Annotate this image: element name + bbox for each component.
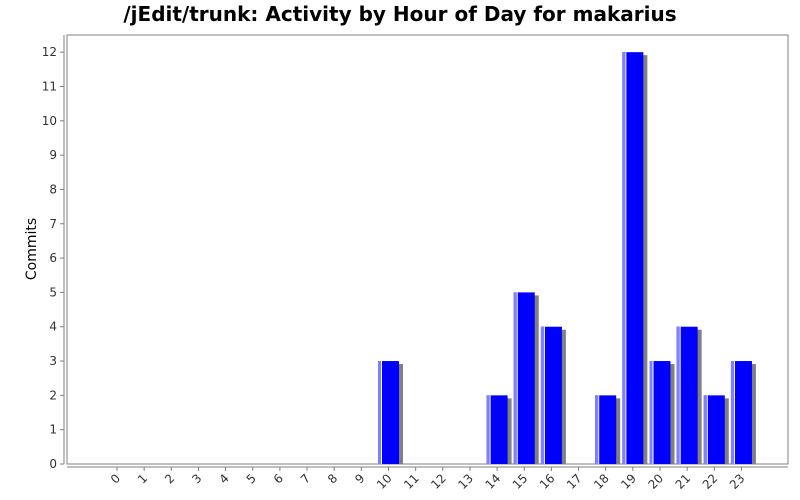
x-tick-label: 3 <box>189 471 204 486</box>
bar-highlight-line <box>679 326 681 464</box>
y-tick-label: 7 <box>49 217 57 231</box>
bar-highlight <box>676 326 680 464</box>
bar-highlight-line <box>598 395 600 464</box>
x-ticks-group: 0 1 2 3 4 5 6 7 8 9 10 11 12 13 14 15 16 17 18 19 20 21 22 23 <box>108 467 748 492</box>
y-tick-label: 12 <box>42 45 57 59</box>
bar <box>676 326 698 464</box>
bar <box>703 395 725 464</box>
bar-highlight <box>730 361 734 464</box>
bar-highlight-line <box>381 361 382 464</box>
bar <box>378 361 399 464</box>
y-tick-label: 2 <box>49 388 57 402</box>
x-tick-label: 14 <box>483 471 504 492</box>
x-tick-label: 17 <box>564 471 585 492</box>
bar <box>622 52 644 464</box>
bar-highlight <box>622 52 626 464</box>
x-tick-label: 12 <box>428 471 449 492</box>
x-tick-label: 0 <box>108 471 123 486</box>
chart-title: /jEdit/trunk: Activity by Hour of Day fo… <box>123 2 677 26</box>
x-tick-label: 1 <box>135 471 150 486</box>
x-tick-label: 13 <box>455 471 476 492</box>
y-tick-label: 6 <box>49 251 57 265</box>
y-tick-label: 10 <box>42 114 57 128</box>
bar <box>540 326 562 464</box>
x-tick-label: 22 <box>700 471 721 492</box>
x-tick-label: 7 <box>298 471 313 486</box>
bars-group <box>378 52 756 464</box>
y-tick-label: 5 <box>49 285 57 299</box>
bar-highlight <box>513 292 517 464</box>
y-tick-label: 4 <box>49 320 57 334</box>
bar-highlight <box>703 395 707 464</box>
y-tick-label: 8 <box>49 182 57 196</box>
y-tick-label: 11 <box>42 79 57 93</box>
x-tick-label: 11 <box>401 471 422 492</box>
x-tick-label: 2 <box>162 471 177 486</box>
bar <box>730 361 752 464</box>
x-tick-label: 21 <box>673 471 694 492</box>
bar <box>595 395 617 464</box>
x-tick-label: 9 <box>352 471 367 486</box>
x-tick-label: 15 <box>510 471 531 492</box>
bar-highlight <box>378 361 381 464</box>
bar-highlight <box>540 326 544 464</box>
y-tick-label: 0 <box>49 457 57 471</box>
bar-highlight-line <box>706 395 708 464</box>
bar <box>649 361 671 464</box>
x-tick-label: 5 <box>244 471 259 486</box>
y-tick-label: 1 <box>49 423 57 437</box>
bar <box>486 395 508 464</box>
bar-highlight <box>486 395 490 464</box>
bar-highlight-line <box>652 361 654 464</box>
bar-highlight <box>595 395 599 464</box>
bar-highlight <box>649 361 653 464</box>
bar-highlight-line <box>543 326 545 464</box>
bar <box>513 292 535 464</box>
x-tick-label: 16 <box>537 471 558 492</box>
x-tick-label: 18 <box>591 471 612 492</box>
x-tick-label: 4 <box>216 471 231 486</box>
x-tick-label: 19 <box>618 471 639 492</box>
x-tick-label: 23 <box>727 471 748 492</box>
x-tick-label: 20 <box>645 471 666 492</box>
bar-highlight-line <box>733 361 735 464</box>
x-tick-label: 6 <box>271 471 286 486</box>
y-axis-label: Commits <box>24 218 40 280</box>
x-tick-label: 10 <box>374 471 395 492</box>
bar-highlight-line <box>625 52 627 464</box>
y-tick-label: 9 <box>49 148 57 162</box>
bar-highlight-line <box>489 395 491 464</box>
y-tick-label: 3 <box>49 354 57 368</box>
bar-highlight-line <box>516 292 518 464</box>
x-tick-label: 8 <box>325 471 340 486</box>
